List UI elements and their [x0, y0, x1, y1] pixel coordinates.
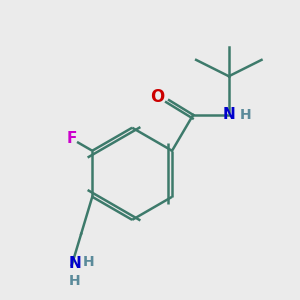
Text: H: H: [69, 274, 81, 289]
Text: H: H: [82, 255, 94, 269]
Text: N: N: [223, 107, 235, 122]
Text: F: F: [67, 131, 77, 146]
Text: N: N: [68, 256, 81, 271]
Text: O: O: [150, 88, 165, 106]
Text: H: H: [239, 108, 251, 122]
